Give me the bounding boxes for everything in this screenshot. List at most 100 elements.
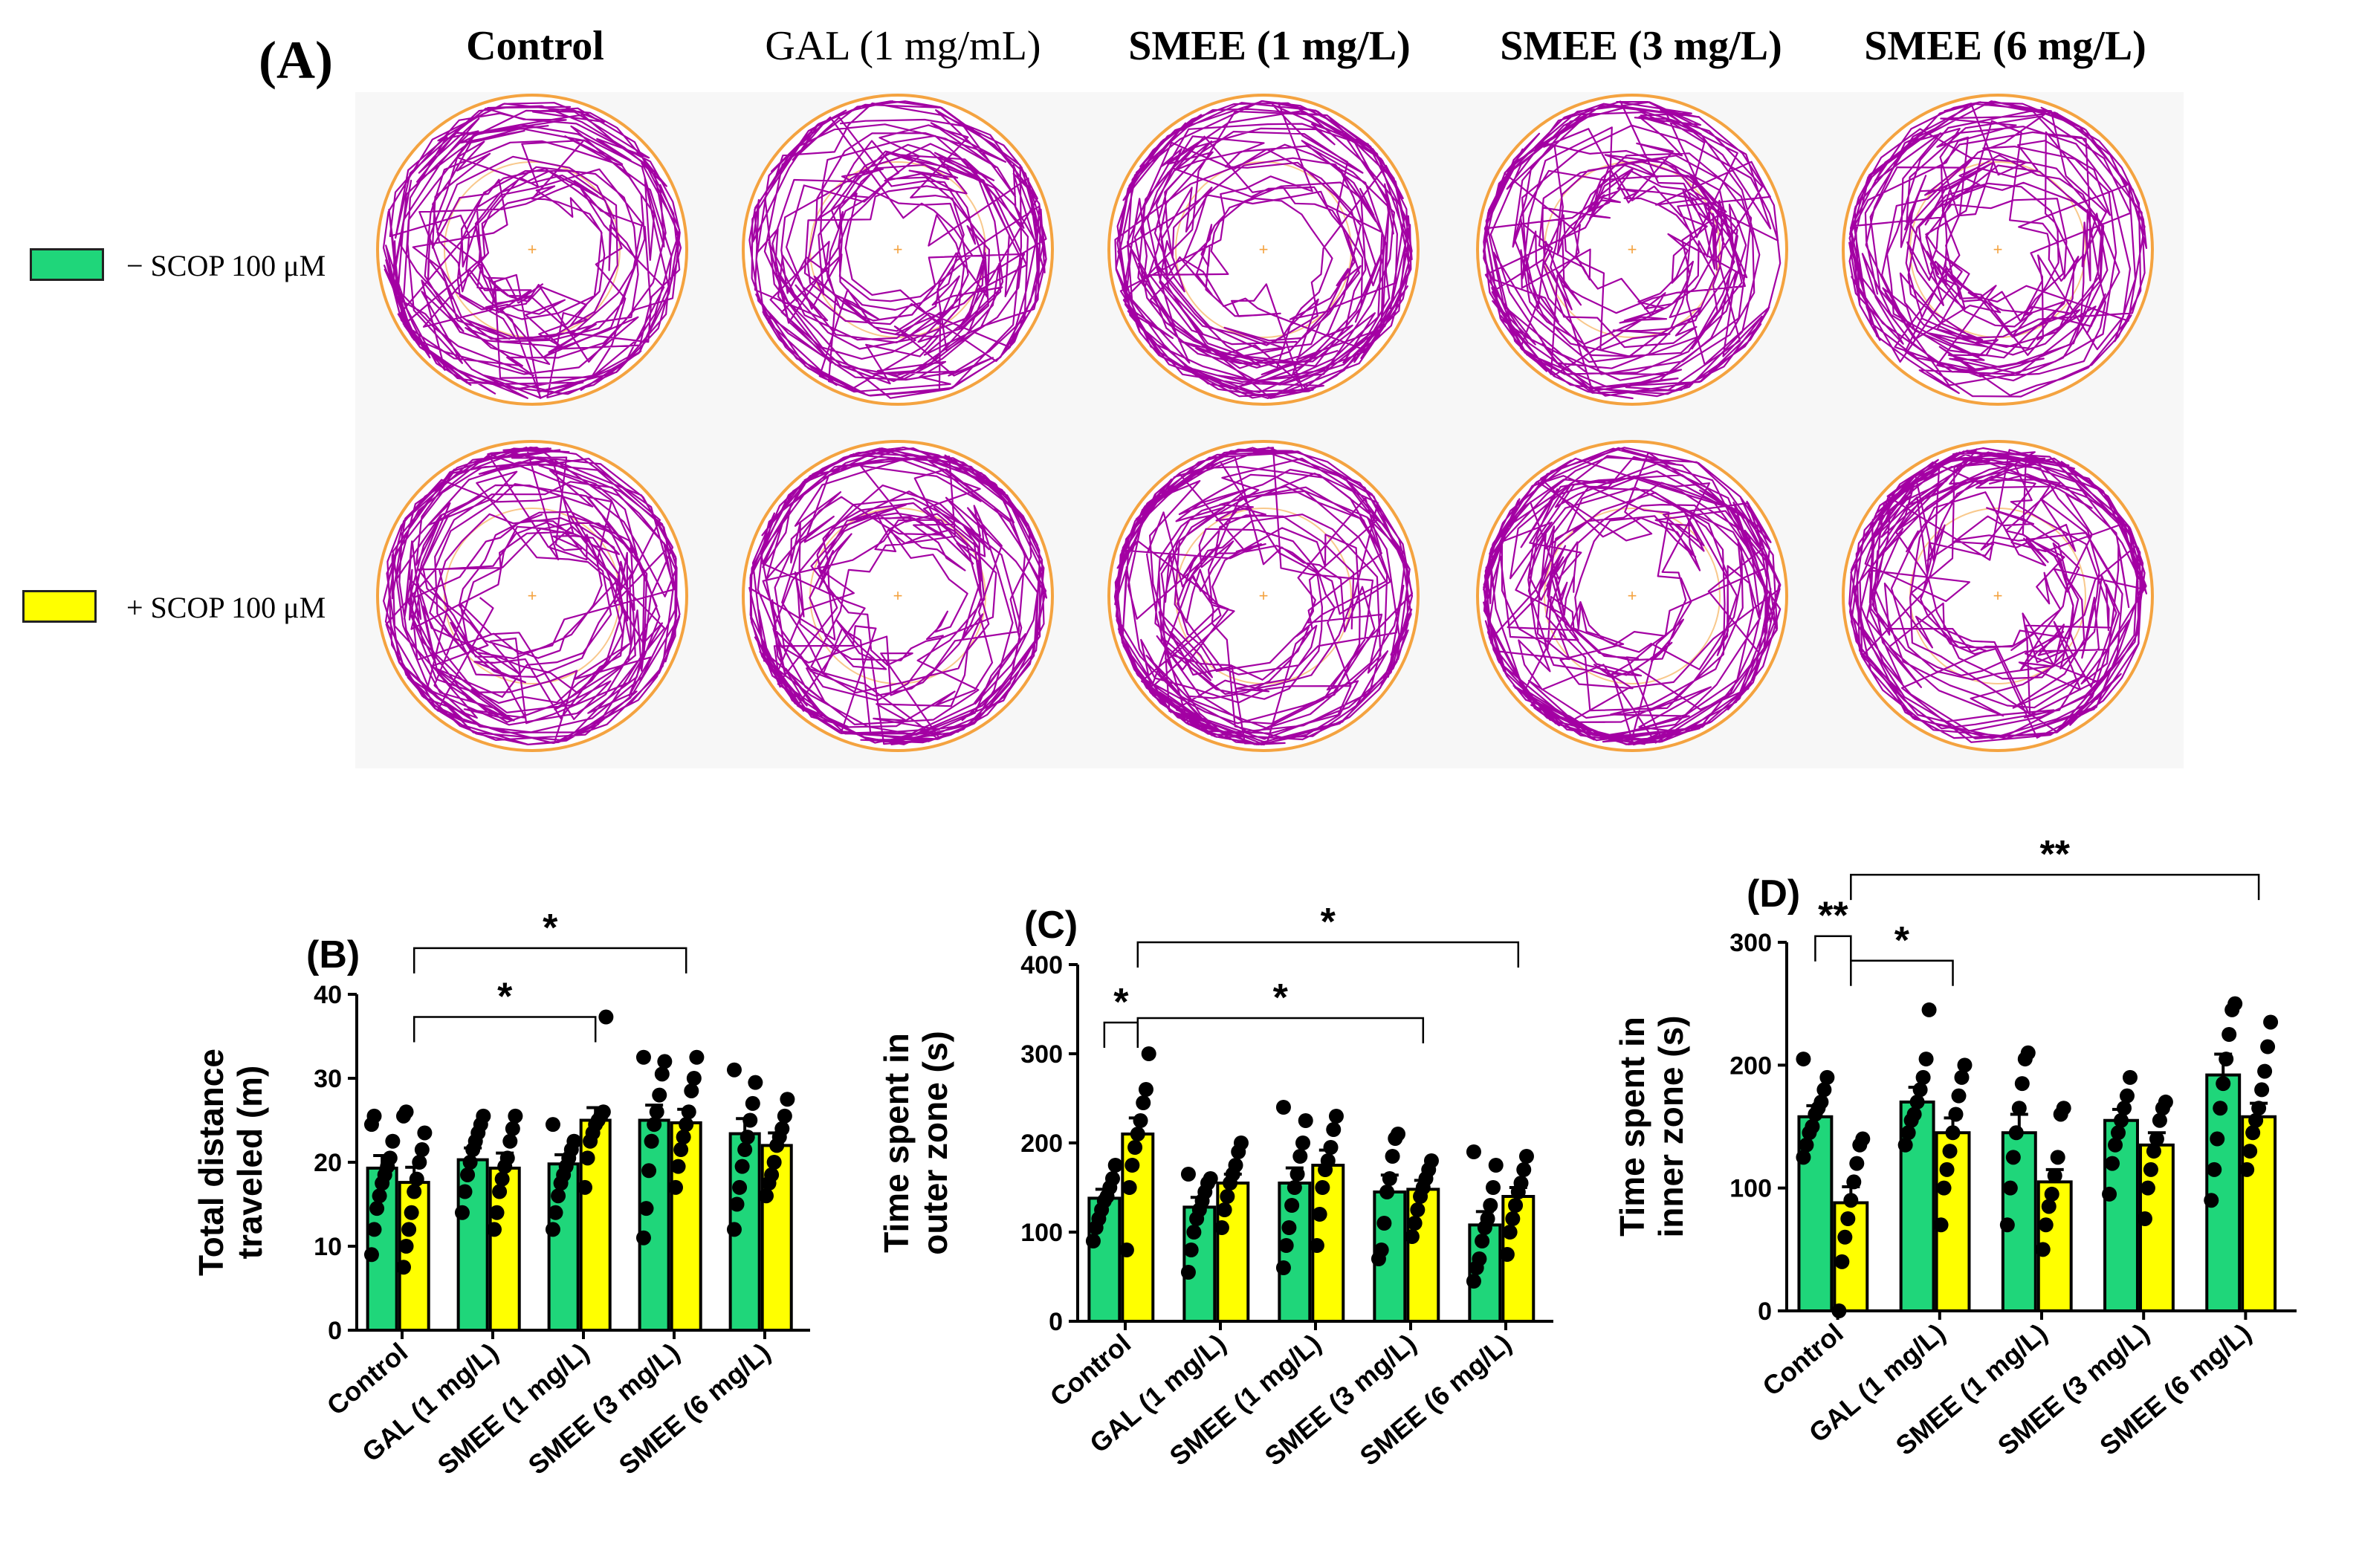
data-point bbox=[649, 1104, 664, 1120]
data-point bbox=[745, 1095, 760, 1111]
data-point bbox=[1423, 1153, 1439, 1168]
data-point bbox=[737, 1142, 753, 1158]
data-point bbox=[1105, 1171, 1121, 1186]
data-point bbox=[679, 1117, 694, 1133]
y-tick-label: 30 bbox=[314, 1065, 342, 1093]
data-point bbox=[385, 1133, 401, 1149]
data-point bbox=[1233, 1135, 1249, 1150]
data-point bbox=[551, 1188, 566, 1204]
x-tick-label-smee-3: SMEE (3 mg/L) bbox=[522, 1337, 685, 1480]
significance-label: * bbox=[1273, 976, 1289, 1020]
data-point bbox=[372, 1188, 387, 1204]
data-point bbox=[635, 1230, 651, 1245]
data-point bbox=[566, 1133, 582, 1149]
data-point bbox=[1315, 1180, 1330, 1195]
data-point bbox=[1516, 1162, 1532, 1177]
data-point bbox=[1819, 1069, 1835, 1085]
data-point bbox=[2038, 1217, 2054, 1233]
data-point bbox=[1127, 1140, 1143, 1155]
y-tick-label: 40 bbox=[314, 981, 342, 1009]
tracking-path bbox=[748, 100, 1047, 399]
y-tick-label: 200 bbox=[1020, 1130, 1063, 1158]
x-tick-label-smee-1: SMEE (1 mg/L) bbox=[432, 1337, 595, 1480]
data-point bbox=[1323, 1140, 1339, 1155]
data-point bbox=[1136, 1095, 1151, 1110]
data-point bbox=[726, 1062, 742, 1078]
y-tick-label: 100 bbox=[1729, 1175, 1772, 1203]
inner-zone-boundary bbox=[1544, 508, 1721, 684]
data-point bbox=[1130, 1127, 1145, 1141]
y-tick-label: 0 bbox=[1758, 1298, 1772, 1326]
tracking-path bbox=[382, 102, 682, 399]
column-title-smee-3: SMEE (3 mg/L) bbox=[1500, 23, 1782, 69]
tracking-path bbox=[383, 446, 681, 745]
data-point bbox=[595, 1104, 611, 1120]
data-point bbox=[462, 1155, 478, 1170]
arena-center-mark: + bbox=[1993, 586, 2003, 605]
data-point bbox=[1228, 1158, 1243, 1173]
data-point bbox=[489, 1205, 505, 1220]
data-point bbox=[1404, 1229, 1420, 1244]
panel-a-label: (A) bbox=[259, 30, 333, 90]
data-point bbox=[1486, 1180, 1501, 1195]
data-point bbox=[1933, 1217, 1949, 1233]
arena-plus-scop-5: + bbox=[1842, 440, 2154, 752]
data-point bbox=[1180, 1265, 1196, 1280]
data-point bbox=[454, 1205, 470, 1220]
data-point bbox=[734, 1159, 750, 1174]
significance-label: * bbox=[1113, 981, 1129, 1024]
data-point bbox=[2254, 1082, 2270, 1098]
data-point bbox=[1295, 1135, 1311, 1150]
chart-c: (C) 0 100 200 300 400 Time spent in outer zone … bbox=[877, 901, 1553, 1471]
legend-swatch-minus-scop bbox=[30, 248, 104, 281]
data-point bbox=[1385, 1149, 1400, 1164]
data-point bbox=[2020, 1045, 2036, 1060]
arena-center-mark: + bbox=[893, 240, 903, 259]
column-title-control: Control bbox=[466, 23, 604, 69]
data-point bbox=[732, 1179, 748, 1195]
data-point bbox=[412, 1155, 427, 1170]
data-point bbox=[502, 1133, 518, 1149]
y-axis-label: Total distance bbox=[192, 1049, 230, 1276]
data-point bbox=[1220, 1189, 1235, 1204]
data-point bbox=[2056, 1101, 2071, 1116]
data-point bbox=[774, 1121, 790, 1136]
data-point bbox=[492, 1184, 508, 1199]
data-point bbox=[1840, 1211, 1856, 1226]
arena-plus-scop-1: + bbox=[376, 440, 688, 752]
arena-minus-scop-3: + bbox=[1107, 94, 1420, 406]
arena-plus-scop-3: + bbox=[1107, 440, 1420, 752]
data-point bbox=[748, 1075, 763, 1090]
data-point bbox=[1945, 1125, 1961, 1141]
data-point bbox=[2152, 1112, 2167, 1128]
x-tick-label-control: Control bbox=[1044, 1328, 1136, 1413]
data-point bbox=[2222, 1027, 2237, 1042]
data-point bbox=[2245, 1125, 2261, 1141]
data-point bbox=[1298, 1113, 1313, 1128]
data-point bbox=[1796, 1052, 1811, 1067]
data-point bbox=[1957, 1057, 1973, 1073]
data-point bbox=[1292, 1149, 1308, 1164]
y-axis-label: outer zone (s) bbox=[916, 1031, 954, 1255]
data-point bbox=[2146, 1144, 2161, 1159]
significance-bracket bbox=[412, 1016, 597, 1043]
arena-center-mark: + bbox=[1628, 240, 1637, 259]
data-point bbox=[2117, 1101, 2132, 1116]
data-point bbox=[2251, 1101, 2267, 1116]
data-point bbox=[644, 1133, 659, 1149]
data-point bbox=[764, 1167, 780, 1182]
tracking-path bbox=[1482, 100, 1782, 400]
arena-center-mark: + bbox=[893, 586, 903, 605]
data-point bbox=[1921, 1002, 1937, 1017]
arena-plus-scop-4: + bbox=[1476, 440, 1788, 752]
data-point bbox=[2114, 1112, 2129, 1128]
x-tick-label-smee-6: SMEE (6 mg/L) bbox=[613, 1337, 776, 1480]
data-point bbox=[1376, 1216, 1392, 1231]
data-point bbox=[398, 1104, 414, 1120]
significance-label: ** bbox=[1818, 895, 1848, 938]
data-point bbox=[2239, 1162, 2255, 1177]
data-point bbox=[396, 1260, 412, 1275]
data-point bbox=[1309, 1238, 1324, 1253]
data-point bbox=[1488, 1158, 1504, 1173]
data-point bbox=[494, 1171, 510, 1187]
